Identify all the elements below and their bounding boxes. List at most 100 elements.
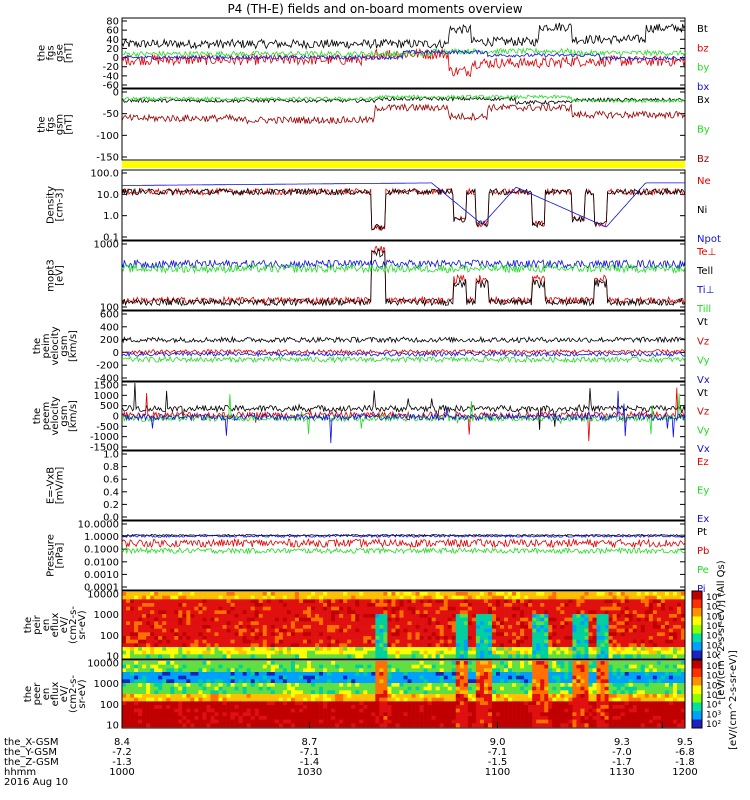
- heatmap-cell: [459, 610, 465, 615]
- heatmap-cell: [463, 647, 469, 651]
- heatmap-cell: [206, 595, 211, 600]
- heatmap-cell: [142, 705, 147, 709]
- heatmap-cell: [274, 592, 280, 596]
- heatmap-cell: [339, 672, 344, 676]
- heatmap-cell: [363, 683, 368, 687]
- heatmap-cell: [122, 595, 127, 600]
- heatmap-cell: [170, 610, 175, 615]
- heatmap-cell: [311, 697, 316, 702]
- heatmap-cell: [198, 650, 203, 655]
- heatmap-cell: [435, 606, 440, 611]
- heatmap-cell: [258, 606, 264, 611]
- heatmap-cell: [596, 643, 601, 648]
- heatmap-cell: [616, 606, 621, 611]
- heatmap-cell: [222, 701, 227, 706]
- heatmap-cell: [528, 614, 533, 618]
- heatmap-cell: [262, 617, 268, 622]
- heatmap-cell: [186, 650, 191, 655]
- heatmap-cell: [218, 632, 223, 637]
- heatmap-cell: [214, 636, 219, 640]
- heatmap-cell: [419, 705, 424, 709]
- heatmap-cell: [339, 647, 344, 651]
- heatmap-cell: [427, 679, 432, 684]
- heatmap-cell: [584, 719, 589, 724]
- heatmap-cell: [146, 690, 151, 695]
- heatmap-cell: [451, 654, 457, 659]
- heatmap-cell: [302, 664, 308, 669]
- heatmap-cell: [242, 675, 247, 680]
- heatmap-cell: [512, 697, 517, 702]
- heatmap-frame: [121, 590, 686, 660]
- heatmap-cell: [162, 595, 167, 600]
- heatmap-cell: [536, 632, 541, 637]
- heatmap-cell: [580, 614, 585, 618]
- heatmap-cell: [146, 672, 151, 676]
- heatmap-cell: [419, 716, 424, 720]
- heatmap-cell: [536, 683, 541, 687]
- heatmap-cell: [182, 654, 187, 659]
- heatmap-cell: [210, 690, 215, 695]
- heatmap-cell: [154, 632, 159, 637]
- heatmap-cell: [676, 606, 682, 611]
- heatmap-cell: [214, 712, 219, 717]
- heatmap-cell: [319, 675, 324, 680]
- heatmap-cell: [126, 621, 131, 626]
- heatmap-cell: [154, 712, 159, 717]
- heatmap-cell: [536, 639, 541, 644]
- heatmap-cell: [495, 614, 501, 618]
- heatmap-cell: [451, 592, 457, 596]
- heatmap-cell: [282, 668, 288, 673]
- heatmap-cell: [347, 628, 352, 633]
- heatmap-cell: [584, 716, 589, 720]
- heatmap-cell: [508, 697, 513, 702]
- heatmap-cell: [375, 716, 380, 720]
- heatmap-cell: [652, 628, 658, 633]
- heatmap-cell: [532, 632, 537, 637]
- heatmap-cell: [479, 708, 485, 713]
- heatmap-cell: [359, 723, 364, 728]
- heatmap-cell: [680, 654, 686, 659]
- heatmap-cell: [564, 639, 569, 644]
- heatmap-cell: [475, 647, 481, 651]
- heatmap-cell: [560, 723, 565, 728]
- heatmap-cell: [431, 690, 436, 695]
- heatmap-cell: [178, 621, 183, 626]
- heatmap-cell: [596, 683, 601, 687]
- heatmap-cell: [536, 625, 541, 629]
- heatmap-cell: [282, 614, 288, 618]
- heatmap-cell: [556, 639, 561, 644]
- heatmap-cell: [339, 708, 344, 713]
- heatmap-cell: [648, 599, 654, 604]
- heatmap-cell: [158, 701, 163, 706]
- heatmap-cell: [138, 705, 143, 709]
- heatmap-cell: [516, 592, 521, 596]
- heatmap-cell: [170, 716, 175, 720]
- heatmap-cell: [544, 628, 549, 633]
- heatmap-cell: [138, 650, 143, 655]
- heatmap-cell: [198, 628, 203, 633]
- heatmap-cell: [234, 716, 239, 720]
- heatmap-cell: [471, 632, 477, 637]
- heatmap-cell: [142, 621, 147, 626]
- heatmap-cell: [608, 716, 613, 720]
- heatmap-cell: [331, 592, 336, 596]
- heatmap-cell: [391, 712, 396, 717]
- series-line-Vx: [121, 351, 686, 358]
- heatmap-cell: [556, 617, 561, 622]
- heatmap-cell: [282, 690, 288, 695]
- heatmap-cell: [435, 664, 440, 669]
- heatmap-cell: [508, 617, 513, 622]
- heatmap-cell: [286, 636, 292, 640]
- heatmap-cell: [391, 603, 396, 607]
- heatmap-cell: [178, 599, 183, 604]
- heatmap-cell: [564, 606, 569, 611]
- heatmap-cell: [190, 617, 195, 622]
- heatmap-cell: [391, 675, 396, 680]
- heatmap-cell: [294, 610, 300, 615]
- heatmap-cell: [463, 621, 469, 626]
- heatmap-cell: [254, 672, 260, 676]
- heatmap-cell: [206, 639, 211, 644]
- heatmap-cell: [250, 719, 256, 724]
- heatmap-cell: [154, 723, 159, 728]
- heatmap-cell: [608, 599, 613, 604]
